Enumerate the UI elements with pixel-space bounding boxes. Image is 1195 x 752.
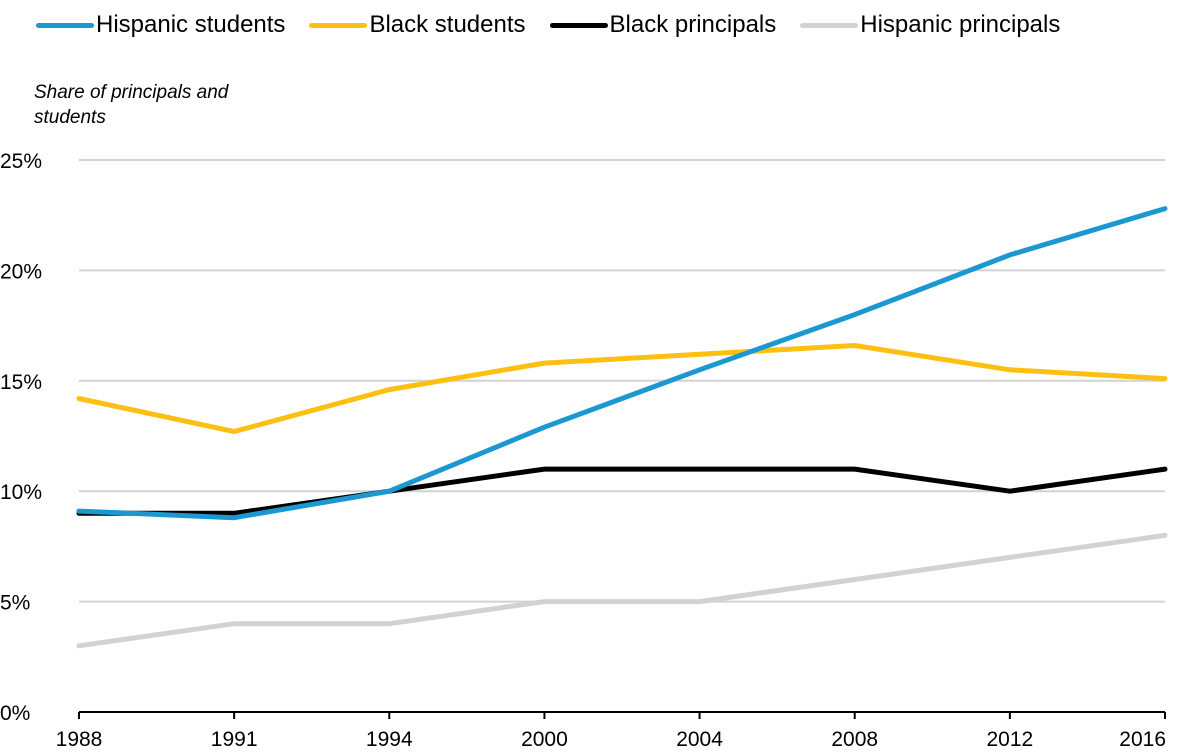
x-tick-label: 2008: [831, 728, 878, 751]
x-tick-label: 1994: [366, 728, 413, 751]
x-tick-label: 1991: [211, 728, 258, 751]
x-tick-label: 2012: [986, 728, 1033, 751]
x-tick-label: 1988: [56, 728, 103, 751]
legend-label-hispanic-students: Hispanic students: [96, 11, 286, 38]
legend-label-hispanic-principals: Hispanic principals: [860, 11, 1061, 38]
y-tick-label: 20%: [0, 260, 42, 283]
y-axis-title: Share of principals and students: [34, 82, 229, 128]
legend-label-black-students: Black students: [369, 11, 526, 38]
y-tick-label: 25%: [0, 150, 42, 173]
series-line-hispanic-principals: [76, 532, 1168, 649]
series-line-hispanic-students: [76, 206, 1168, 521]
x-tick-label: 2000: [521, 728, 568, 751]
legend-swatch-hispanic-principals: [800, 22, 859, 28]
y-tick-label: 0%: [0, 702, 30, 725]
series-line-black-students: [76, 343, 1168, 435]
series-line-black-principals: [76, 466, 1168, 516]
legend-item-black-students: Black students: [309, 11, 526, 39]
y-tick-label: 5%: [0, 592, 30, 615]
legend-swatch-black-principals: [549, 22, 608, 28]
legend-item-black-principals: Black principals: [549, 11, 777, 39]
y-tick-label: 10%: [0, 481, 42, 504]
x-tick-label: 2004: [676, 728, 723, 751]
legend-label-black-principals: Black principals: [609, 11, 777, 38]
chart-legend: Hispanic students Black students Black p…: [36, 8, 1084, 42]
legend-swatch-black-students: [309, 22, 368, 28]
y-tick-label: 15%: [0, 371, 42, 394]
legend-item-hispanic-principals: Hispanic principals: [800, 11, 1060, 39]
legend-swatch-hispanic-students: [36, 22, 94, 28]
x-tick-label: 2016: [1119, 728, 1166, 751]
legend-item-hispanic-students: Hispanic students: [36, 11, 285, 39]
